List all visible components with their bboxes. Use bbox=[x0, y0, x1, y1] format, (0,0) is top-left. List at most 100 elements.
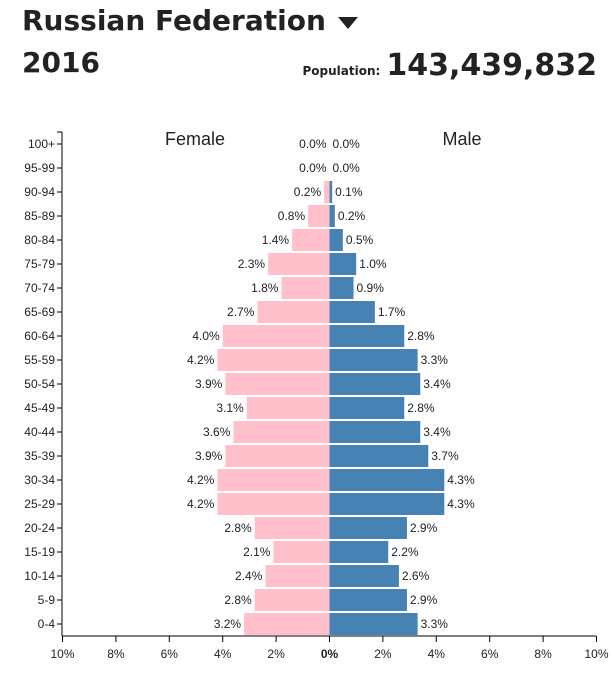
x-tick-label: 6% bbox=[481, 647, 499, 661]
x-tick-label: 2% bbox=[374, 647, 392, 661]
x-tick-label: 4% bbox=[428, 647, 446, 661]
male-value-label: 0.5% bbox=[346, 233, 374, 247]
female-bar bbox=[281, 277, 330, 299]
male-value-label: 0.0% bbox=[333, 137, 361, 151]
population-value: 143,439,832 bbox=[386, 48, 597, 83]
age-group-label: 85-89 bbox=[24, 209, 55, 223]
female-value-label: 0.8% bbox=[278, 209, 306, 223]
male-bar bbox=[329, 469, 445, 491]
series-label-female: Female bbox=[165, 129, 225, 149]
male-bar bbox=[329, 181, 333, 203]
male-value-label: 3.7% bbox=[431, 449, 459, 463]
male-value-label: 2.6% bbox=[402, 569, 430, 583]
country-selector[interactable]: Russian Federation bbox=[22, 4, 358, 37]
male-bar bbox=[329, 421, 421, 443]
male-bar bbox=[329, 517, 407, 539]
male-value-label: 2.8% bbox=[407, 401, 435, 415]
x-tick-label: 4% bbox=[214, 647, 232, 661]
female-bar bbox=[217, 469, 330, 491]
female-bar bbox=[324, 181, 330, 203]
x-tick-label: 2% bbox=[267, 647, 285, 661]
age-group-label: 65-69 bbox=[24, 305, 55, 319]
female-bar bbox=[273, 541, 330, 563]
age-group-label: 0-4 bbox=[38, 617, 56, 631]
female-value-label: 2.8% bbox=[224, 593, 252, 607]
male-bar bbox=[329, 541, 389, 563]
age-group-label: 95-99 bbox=[24, 161, 55, 175]
female-value-label: 1.8% bbox=[251, 281, 279, 295]
age-group-label: 20-24 bbox=[24, 521, 55, 535]
male-bar bbox=[329, 229, 343, 251]
age-group-label: 55-59 bbox=[24, 353, 55, 367]
male-value-label: 0.2% bbox=[338, 209, 366, 223]
male-value-label: 2.9% bbox=[410, 521, 438, 535]
male-value-label: 2.2% bbox=[391, 545, 419, 559]
male-value-label: 1.7% bbox=[378, 305, 406, 319]
age-group-label: 100+ bbox=[28, 137, 55, 151]
x-tick-label: 6% bbox=[161, 647, 179, 661]
male-bar bbox=[329, 445, 429, 467]
female-bar bbox=[254, 589, 330, 611]
male-value-label: 0.9% bbox=[357, 281, 385, 295]
caret-down-icon[interactable] bbox=[337, 16, 358, 29]
female-value-label: 4.0% bbox=[192, 329, 220, 343]
male-bar bbox=[329, 613, 418, 635]
age-group-label: 50-54 bbox=[24, 377, 55, 391]
female-value-label: 2.4% bbox=[235, 569, 263, 583]
female-value-label: 3.6% bbox=[203, 425, 231, 439]
female-value-label: 2.7% bbox=[227, 305, 255, 319]
male-value-label: 0.1% bbox=[335, 185, 363, 199]
age-group-label: 70-74 bbox=[24, 281, 55, 295]
x-tick-label: 0% bbox=[321, 647, 339, 661]
female-value-label: 0.0% bbox=[299, 161, 327, 175]
female-value-label: 4.2% bbox=[187, 353, 215, 367]
age-group-label: 35-39 bbox=[24, 449, 55, 463]
female-bar bbox=[222, 325, 330, 347]
male-bar bbox=[329, 205, 335, 227]
female-bar bbox=[254, 517, 330, 539]
male-bar bbox=[329, 277, 354, 299]
female-value-label: 2.3% bbox=[238, 257, 266, 271]
male-bar bbox=[329, 349, 418, 371]
male-bar bbox=[329, 325, 405, 347]
male-value-label: 3.4% bbox=[423, 425, 451, 439]
population-display: Population: 143,439,832 bbox=[303, 48, 598, 83]
age-group-label: 75-79 bbox=[24, 257, 55, 271]
age-group-label: 5-9 bbox=[38, 593, 56, 607]
female-bar bbox=[265, 565, 330, 587]
female-bar bbox=[244, 613, 330, 635]
male-bar bbox=[329, 301, 375, 323]
male-bar bbox=[329, 373, 421, 395]
male-value-label: 4.3% bbox=[447, 473, 475, 487]
male-value-label: 2.9% bbox=[410, 593, 438, 607]
male-value-label: 2.8% bbox=[407, 329, 435, 343]
male-value-label: 3.3% bbox=[421, 617, 449, 631]
female-bar bbox=[268, 253, 330, 275]
male-value-label: 3.3% bbox=[421, 353, 449, 367]
male-value-label: 3.4% bbox=[423, 377, 451, 391]
female-value-label: 0.0% bbox=[299, 137, 327, 151]
female-value-label: 4.2% bbox=[187, 497, 215, 511]
male-value-label: 4.3% bbox=[447, 497, 475, 511]
population-label: Population: bbox=[302, 64, 381, 78]
female-bar bbox=[217, 493, 330, 515]
age-group-label: 40-44 bbox=[24, 425, 55, 439]
male-bar bbox=[329, 589, 407, 611]
male-value-label: 1.0% bbox=[359, 257, 387, 271]
female-value-label: 2.8% bbox=[224, 521, 252, 535]
male-bar bbox=[329, 493, 445, 515]
age-group-label: 10-14 bbox=[24, 569, 55, 583]
female-value-label: 3.9% bbox=[195, 377, 223, 391]
female-bar bbox=[246, 397, 330, 419]
female-bar bbox=[308, 205, 330, 227]
female-value-label: 4.2% bbox=[187, 473, 215, 487]
year-label: 2016 bbox=[22, 46, 100, 79]
age-group-label: 60-64 bbox=[24, 329, 55, 343]
female-value-label: 1.4% bbox=[262, 233, 290, 247]
age-group-label: 45-49 bbox=[24, 401, 55, 415]
female-value-label: 3.2% bbox=[214, 617, 242, 631]
male-value-label: 0.0% bbox=[333, 161, 361, 175]
female-bar bbox=[225, 445, 330, 467]
female-bar bbox=[217, 349, 330, 371]
age-group-label: 25-29 bbox=[24, 497, 55, 511]
